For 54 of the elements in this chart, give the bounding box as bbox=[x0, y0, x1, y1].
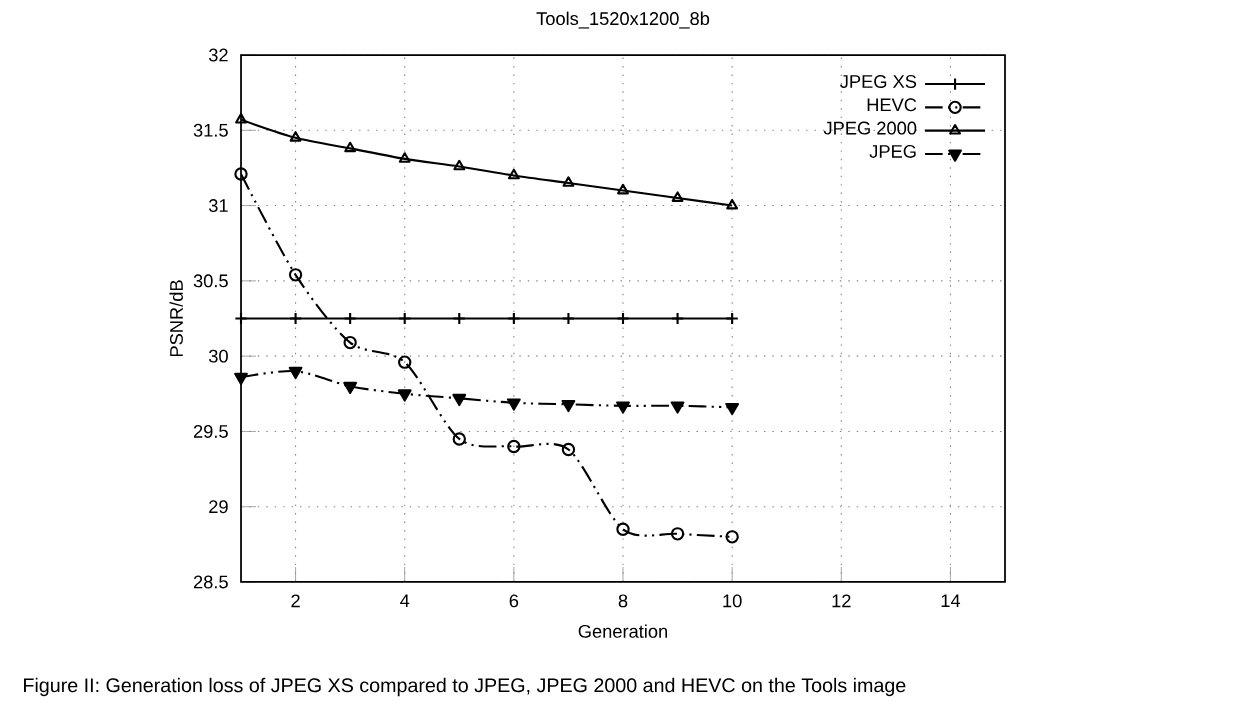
point bbox=[235, 113, 247, 124]
y-tick-label: 30 bbox=[208, 349, 228, 363]
point bbox=[344, 141, 357, 153]
point bbox=[234, 311, 248, 326]
point bbox=[398, 355, 412, 369]
point bbox=[506, 398, 521, 411]
y-tick-label: 30.5 bbox=[193, 274, 228, 288]
point bbox=[453, 159, 466, 171]
point bbox=[234, 167, 248, 181]
point bbox=[725, 530, 739, 544]
x-axis-title: Generation bbox=[578, 624, 668, 638]
point bbox=[561, 442, 576, 457]
point bbox=[671, 191, 684, 202]
x-tick-label: 10 bbox=[723, 594, 742, 608]
point bbox=[343, 381, 358, 395]
point bbox=[561, 399, 576, 413]
x-tick-label: 8 bbox=[618, 594, 628, 608]
x-tick-label: 6 bbox=[509, 594, 519, 608]
point bbox=[507, 168, 520, 180]
point bbox=[670, 401, 685, 414]
y-tick-label: 32 bbox=[208, 48, 228, 62]
text: Figure II: Generation loss of JPEG XS compared to JPEG, JPEG 2000 and HEVC on the Tools image bbox=[24, 677, 906, 697]
legend-label: JPEG XS bbox=[840, 75, 917, 88]
point bbox=[507, 439, 521, 454]
x-tick-label: 4 bbox=[400, 594, 410, 607]
x-tick-label: 2 bbox=[291, 594, 300, 608]
point bbox=[725, 402, 740, 416]
x-tick-label: 14 bbox=[941, 594, 961, 607]
point bbox=[452, 393, 467, 407]
y-tick-label: 29.5 bbox=[193, 424, 228, 438]
y-axis-title: PSNR/dB bbox=[169, 280, 183, 357]
point bbox=[288, 268, 303, 282]
y-tick-label: 28.5 bbox=[193, 575, 228, 589]
point bbox=[452, 432, 466, 446]
x-tick-label: 12 bbox=[832, 594, 851, 608]
legend-label: JPEG 2000 bbox=[823, 121, 917, 135]
point bbox=[288, 366, 303, 380]
point bbox=[562, 176, 575, 187]
y-tick-label: 31.5 bbox=[193, 123, 228, 137]
point bbox=[670, 527, 685, 541]
legend-label: JPEG bbox=[869, 144, 916, 158]
point bbox=[289, 131, 302, 142]
point bbox=[617, 183, 629, 195]
y-tick-label: 29 bbox=[209, 500, 228, 514]
point bbox=[616, 401, 630, 414]
point bbox=[398, 152, 411, 163]
legend-label: HEVC bbox=[867, 98, 917, 112]
chart-title: Tools_1520x1200_8b bbox=[536, 11, 710, 29]
point bbox=[397, 389, 412, 402]
point bbox=[726, 198, 739, 210]
point bbox=[343, 335, 357, 350]
y-tick-label: 31 bbox=[208, 199, 228, 213]
point bbox=[616, 522, 630, 536]
point bbox=[234, 372, 248, 386]
